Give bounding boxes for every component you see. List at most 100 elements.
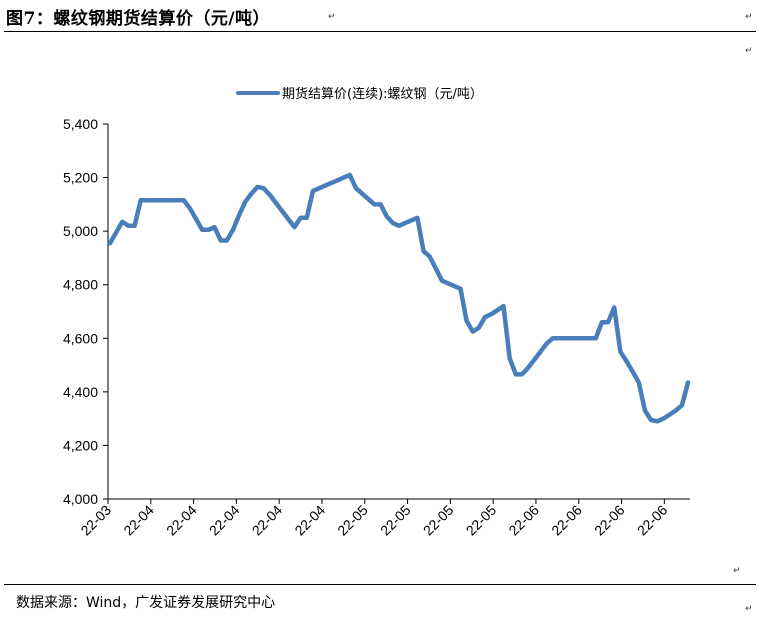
data-point [391, 221, 395, 225]
data-point [311, 189, 315, 193]
x-axis: 22-03 22-04 22-04 22-04 22-04 22-04 22-05 22-05… [77, 498, 690, 539]
data-point [176, 198, 180, 202]
data-point [483, 315, 487, 319]
data-point [520, 372, 524, 376]
paragraph-mark: ↵ [745, 12, 753, 22]
data-point [305, 216, 309, 220]
data-point [151, 198, 155, 202]
data-point [575, 336, 579, 340]
data-point [581, 336, 585, 340]
paragraph-mark: ↵ [745, 604, 753, 614]
data-point [354, 186, 358, 190]
data-point [600, 320, 604, 324]
paragraph-mark: ↵ [733, 566, 741, 576]
top-rule [4, 31, 756, 32]
series-points [108, 173, 690, 423]
data-point [631, 370, 635, 374]
data-point [157, 198, 161, 202]
data-point [329, 181, 333, 185]
chart-legend: 期货结算价(连续):螺纹钢（元/吨） [236, 86, 483, 102]
data-point [440, 279, 444, 283]
data-point [163, 198, 167, 202]
data-point [249, 192, 253, 196]
x-tick-label: 22-03 [77, 502, 114, 539]
data-point [477, 326, 481, 330]
data-point [292, 225, 296, 229]
data-point [668, 413, 672, 417]
data-point [674, 409, 678, 413]
data-point [317, 186, 321, 190]
data-point [286, 217, 290, 221]
data-point [213, 225, 217, 229]
data-point [379, 202, 383, 206]
paragraph-mark: ↵ [328, 12, 336, 22]
x-tick-label: 22-05 [463, 502, 500, 539]
y-tick-label: 4,600 [63, 330, 98, 346]
y-tick-label: 5,000 [63, 223, 98, 239]
data-point [526, 366, 530, 370]
data-point [471, 330, 475, 334]
y-tick-label: 4,800 [63, 277, 98, 293]
data-point [625, 359, 629, 363]
data-point [588, 336, 592, 340]
data-point [661, 417, 665, 421]
data-point [458, 287, 462, 291]
data-point [538, 350, 542, 354]
data-point [428, 255, 432, 259]
data-point [194, 217, 198, 221]
data-point [495, 308, 499, 312]
bottom-rule [4, 584, 756, 585]
data-point [545, 342, 549, 346]
data-point [372, 202, 376, 206]
data-point [342, 176, 346, 180]
data-point [403, 221, 407, 225]
data-point [108, 241, 112, 245]
x-tick-label: 22-06 [634, 502, 671, 539]
data-point [262, 186, 266, 190]
data-point [360, 192, 364, 196]
data-point [188, 206, 192, 210]
source-note: 数据来源：Wind，广发证券发展研究中心 [16, 595, 276, 611]
data-point [366, 197, 370, 201]
y-axis: 4,000 4,200 4,400 4,600 4,800 5,000 5,200 5,400 [63, 116, 109, 507]
data-point [446, 281, 450, 285]
x-tick-label: 22-04 [163, 502, 200, 539]
x-tick-label: 22-04 [291, 502, 328, 539]
data-point [268, 193, 272, 197]
x-tick-label: 22-06 [548, 502, 585, 539]
data-point [274, 201, 278, 205]
data-point [422, 249, 426, 253]
x-tick-label: 22-04 [249, 502, 286, 539]
data-point [182, 198, 186, 202]
paragraph-mark: ↵ [745, 46, 753, 56]
data-point [206, 228, 210, 232]
x-tick-label: 22-04 [120, 502, 157, 539]
y-tick-label: 4,000 [63, 491, 98, 507]
data-point [415, 216, 419, 220]
data-point [126, 224, 130, 228]
data-point [348, 173, 352, 177]
y-tick-label: 5,200 [63, 170, 98, 186]
y-tick-label: 4,200 [63, 437, 98, 453]
data-point [133, 224, 137, 228]
data-point [551, 336, 555, 340]
data-point [489, 312, 493, 316]
data-point [618, 350, 622, 354]
x-tick-label: 22-04 [206, 502, 243, 539]
data-point [563, 336, 567, 340]
data-point [114, 230, 118, 234]
data-point [200, 228, 204, 232]
x-tick-label: 22-06 [591, 502, 628, 539]
data-point [323, 184, 327, 188]
data-point [508, 356, 512, 360]
data-point [680, 403, 684, 407]
data-point [557, 336, 561, 340]
y-tick-label: 4,400 [63, 384, 98, 400]
data-point [606, 320, 610, 324]
x-tick-label: 22-05 [377, 502, 414, 539]
legend-label: 期货结算价(连续):螺纹钢（元/吨） [282, 86, 483, 102]
line-chart: 期货结算价(连续):螺纹钢（元/吨） 4,000 4,200 4,400 4,600 4… [63, 86, 691, 539]
data-point [612, 305, 616, 309]
data-point [643, 409, 647, 413]
data-point [594, 336, 598, 340]
